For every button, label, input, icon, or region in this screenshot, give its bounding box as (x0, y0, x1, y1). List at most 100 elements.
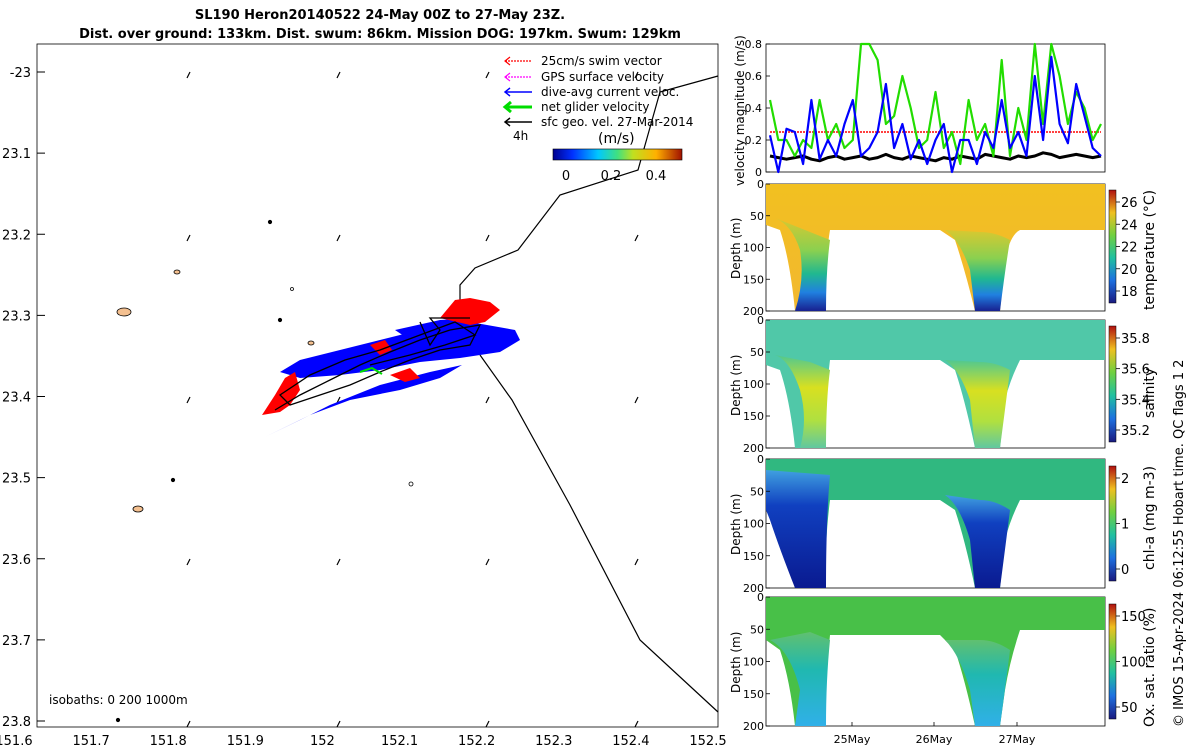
geo-arrow (634, 558, 639, 566)
geo-arrow-dot (170, 477, 176, 483)
cbar-tick-label: 24 (1121, 218, 1138, 233)
isobath-line-south (479, 354, 719, 713)
chl-field (766, 459, 1105, 588)
map-y-tick-label: 23.3 (2, 309, 31, 324)
geo-arrow (186, 396, 191, 404)
cbar-tick-label: 35.4 (1121, 393, 1150, 408)
time-tick-label: 25May (834, 733, 871, 746)
depth-tick-label: 0 (757, 453, 764, 466)
legend-label-net: net glider velocity (541, 100, 649, 114)
velocity-y-tick-label: 0.8 (745, 38, 763, 51)
glider-path (274, 321, 482, 411)
temperature-field (766, 184, 1105, 311)
map-y-tick-label: 23.8 (2, 715, 31, 730)
depth-tick-label: 50 (750, 623, 764, 636)
depth-tick-label: 0 (757, 591, 764, 604)
map-x-tick-label: 152.4 (612, 734, 649, 749)
map-colorbar (552, 148, 683, 161)
geo-arrow (186, 558, 191, 566)
geo-arrow (336, 558, 341, 566)
geo-arrow (186, 71, 191, 79)
swim-vectors-red (390, 368, 420, 382)
velocity-series (768, 42, 1102, 174)
map-x-tick-label: 152.2 (458, 734, 495, 749)
salinity-colorbar (1108, 325, 1117, 443)
depth-tick-label: 100 (743, 242, 764, 255)
oxygen-panel (765, 596, 1117, 727)
temperature-colorbar (1108, 189, 1117, 304)
geo-arrow (485, 396, 490, 404)
map-y-tick-label: 23.1 (2, 147, 31, 162)
island (173, 269, 181, 275)
map-x-tick-label: 152.1 (381, 734, 418, 749)
island (290, 287, 294, 291)
map-x-tick-label: 152.3 (535, 734, 572, 749)
velocity-y-ticks: 0 0.2 0.4 0.6 0.8 (745, 38, 770, 179)
salinity-cbar-label: salinity (1142, 367, 1158, 418)
section-ticks: 050100150200262422201805010015020035.835… (743, 178, 1150, 746)
legend-label-swim: 25cm/s swim vector (541, 54, 662, 68)
cbar-tick-label: 18 (1121, 285, 1138, 300)
cbar-tick-label: 1 (1121, 518, 1129, 533)
salinity-field (766, 320, 1105, 448)
island (408, 481, 414, 487)
geo-arrow (485, 720, 490, 728)
legend-label-dive-avg: dive-avg current veloc. (541, 85, 679, 99)
map-y-tick-label: 23.6 (2, 553, 31, 568)
map-legend: 25cm/s swim vector GPS surface velocity … (502, 54, 693, 184)
geo-arrow (336, 234, 341, 242)
geo-arrow (186, 720, 191, 728)
depth-tick-label: 150 (743, 273, 764, 286)
geo-arrow (485, 71, 490, 79)
map-x-tick-label: 151.6 (0, 734, 33, 749)
velocity-y-tick-label: 0.2 (745, 134, 763, 147)
cbar-tick-label: 35.6 (1121, 363, 1150, 378)
velocity-frame (765, 43, 1106, 173)
geo-arrow-dot (267, 219, 273, 225)
velocity-ylabel: velocity magnitude (m/s) (733, 35, 747, 186)
geo-arrow (336, 720, 341, 728)
island (116, 307, 132, 317)
legend-label-gps: GPS surface velocity (541, 70, 664, 84)
map-y-ticks: -23 23.1 23.2 23.3 23.4 23.5 23.6 23.7 23.8 (2, 66, 45, 730)
time-tick-label: 26May (916, 733, 953, 746)
cbar-tick-label: 0 (1121, 563, 1129, 578)
map-x-tick-label: 152.5 (689, 734, 726, 749)
geo-arrow (336, 71, 341, 79)
cbar-tick-label: 100 (1121, 656, 1146, 671)
velocity-y-tick-label: 0.4 (745, 102, 763, 115)
map-panel: 151.6 151.7 151.8 151.9 152 152.1 152.2 152.3 15… (0, 43, 727, 749)
depth-tick-label: 100 (743, 378, 764, 391)
depth-tick-label: 150 (743, 688, 764, 701)
colorbar-tick: 0 (562, 169, 570, 184)
temperature-ylabel: Depth (m) (729, 217, 743, 279)
oxygen-trough (770, 632, 830, 726)
chl-cbar-label: chl-a (mg m-3) (1142, 465, 1158, 570)
chl-panel (765, 458, 1117, 589)
glider-path (419, 317, 470, 347)
salinity-ylabel: Depth (m) (729, 354, 743, 416)
velocity-y-tick-label: 0 (755, 166, 762, 179)
depth-tick-label: 0 (757, 314, 764, 327)
geo-arrow (634, 234, 639, 242)
geo-arrow (485, 558, 490, 566)
map-y-tick-label: 23.7 (2, 634, 31, 649)
map-x-ticks: 151.6 151.7 151.8 151.9 152 152.1 152.2 152.3 15… (0, 734, 727, 749)
imos-credit: © IMOS 15-Apr-2024 06:12:55 Hobart time.… (1172, 359, 1187, 727)
cbar-tick-label: 2 (1121, 472, 1129, 487)
geo-arrow (634, 720, 639, 728)
velocity-series-net-glider (768, 42, 1102, 166)
velocity-panel: 0 0.2 0.4 0.6 0.8 (745, 38, 1106, 179)
geo-arrow (186, 234, 191, 242)
cbar-tick-label: 22 (1121, 241, 1138, 256)
net-glider-velocity-arrow (359, 366, 383, 375)
velocity-y-tick-label: 0.6 (745, 70, 763, 83)
colorbar-tick: 0.4 (646, 169, 667, 184)
map-y-tick-label: 23.2 (2, 228, 31, 243)
map-x-tick-label: 151.9 (227, 734, 264, 749)
map-x-tick-label: 151.7 (73, 734, 110, 749)
salinity-trough (775, 355, 830, 448)
temperature-trough (775, 218, 830, 311)
geo-arrow (634, 71, 639, 79)
